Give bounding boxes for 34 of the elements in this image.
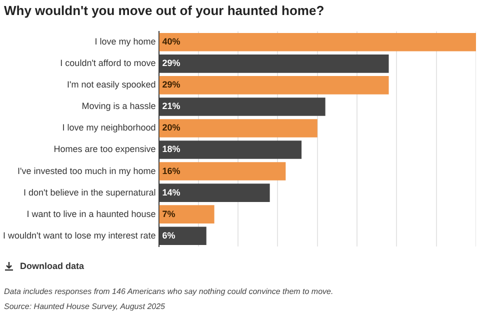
y-tick-label: I don't believe in the supernatural	[23, 187, 156, 198]
data-label: 6%	[162, 230, 176, 240]
y-tick-label: I couldn't afford to move	[60, 58, 156, 68]
y-tick-label: I love my neighborhood	[62, 122, 156, 133]
data-label: 21%	[162, 101, 180, 112]
text: Download data	[20, 261, 84, 271]
data-label: 29%	[162, 58, 180, 68]
chart-title: Why wouldn't you move out of your haunted home?	[3, 2, 326, 20]
bar	[159, 119, 318, 138]
data-label: 14%	[162, 187, 180, 198]
y-tick-label: I've invested too much in my home	[17, 166, 156, 176]
y-tick-label: Moving is a hassle	[82, 101, 156, 112]
source-note: Source: Haunted House Survey, August 2025	[4, 302, 166, 311]
y-tick-label: I wouldn't want to lose my interest rate	[2, 230, 156, 240]
data-label: 29%	[162, 80, 180, 90]
bar	[159, 205, 214, 224]
bar	[159, 162, 286, 180]
bar	[159, 226, 206, 245]
y-tick-label: I'm not easily spooked	[67, 80, 156, 90]
y-tick-label: I want to live in a haunted house	[26, 208, 156, 219]
bar	[159, 33, 476, 52]
data-label: 7%	[162, 208, 176, 219]
bar	[159, 140, 302, 159]
text: Data includes responses from 146 Americans who say nothing could convince them to move.	[4, 287, 334, 296]
bar	[159, 76, 389, 94]
y-tick-label: I love my home	[94, 36, 156, 47]
bar	[159, 54, 389, 73]
bar	[159, 184, 270, 202]
data-label: 18%	[162, 144, 180, 154]
y-tick-label: Homes are too expensive	[54, 144, 156, 154]
data-label: 16%	[162, 166, 180, 176]
bar	[159, 98, 326, 116]
data-label: 20%	[162, 122, 180, 133]
data-label: 40%	[162, 36, 180, 47]
